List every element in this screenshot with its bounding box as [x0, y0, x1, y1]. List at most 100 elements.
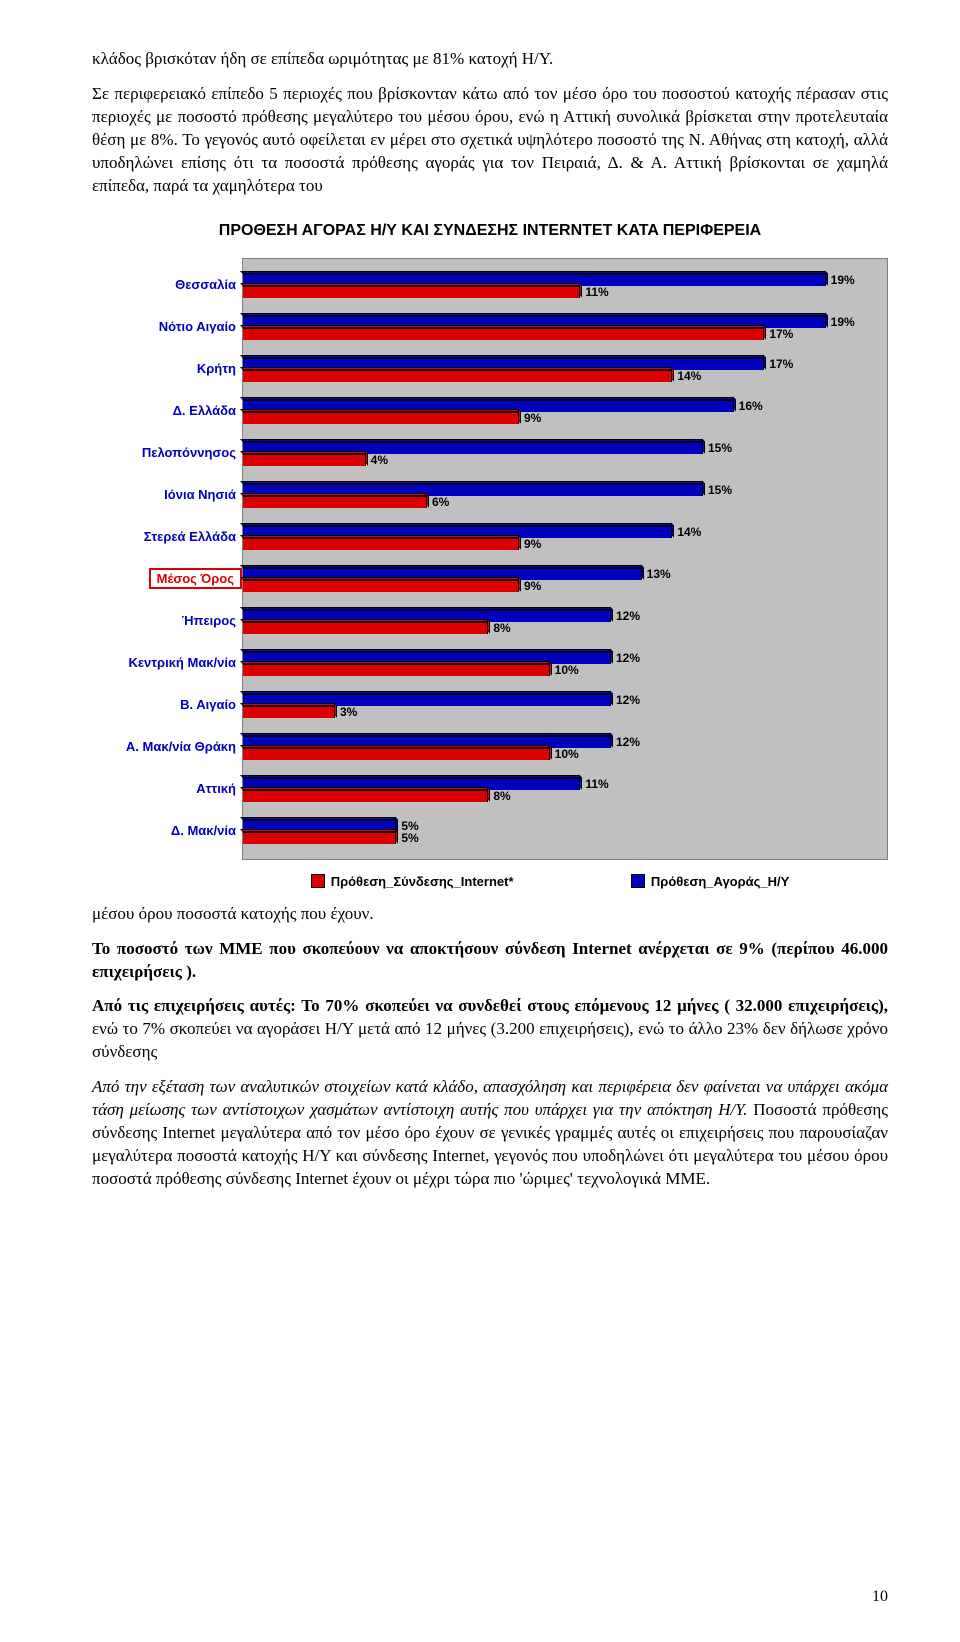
chart-plot-area: 19%11%19%17%17%14%16%9%15%4%15%6%14%9%13… [242, 258, 888, 860]
chart-value-internet: 11% [585, 285, 608, 299]
chart-category: Κρήτη [92, 348, 242, 390]
chart-value-internet: 10% [555, 747, 579, 761]
chart-category: Ιόνια Νησιά [92, 474, 242, 516]
chart-category: Δ. Ελλάδα [92, 390, 242, 432]
chart-bar-group: 15% 4% [243, 433, 887, 475]
chart-value-internet: 8% [493, 621, 510, 635]
chart-category-label: Δ. Ελλάδα [173, 404, 242, 417]
chart: ΠΡΟΘΕΣΗ ΑΓΟΡΑΣ Η/Υ ΚΑΙ ΣΥΝΔΕΣΗΣ INTERNTE… [92, 222, 888, 895]
chart-category-label: Θεσσαλία [175, 278, 242, 291]
chart-bar-internet: 9% [243, 580, 519, 592]
chart-category: Κεντρική Μακ/νία [92, 642, 242, 684]
chart-bar-group: 12% 3% [243, 685, 887, 727]
legend-item-internet: Πρόθεση_Σύνδεσης_Internet* [311, 874, 514, 889]
chart-value-buy: 11% [585, 777, 608, 791]
chart-category: Νότιο Αιγαίο [92, 306, 242, 348]
paragraph-6: Από την εξέταση των αναλυτικών στοιχείων… [92, 1076, 888, 1191]
chart-bar-group: 14% 9% [243, 517, 887, 559]
chart-bar-group: 19% 17% [243, 307, 887, 349]
chart-bar-group: 12% 8% [243, 601, 887, 643]
chart-value-buy: 15% [708, 483, 732, 497]
chart-bars-layer: 19%11%19%17%17%14%16%9%15%4%15%6%14%9%13… [243, 259, 887, 859]
paragraph-4: Το ποσοστό των ΜΜΕ που σκοπεύουν να αποκ… [92, 938, 888, 984]
legend-swatch-internet [311, 874, 325, 888]
paragraph-3: μέσου όρου ποσοστά κατοχής που έχουν. [92, 903, 888, 926]
paragraph-2: Σε περιφερειακό επίπεδο 5 περιοχές που β… [92, 83, 888, 198]
chart-value-internet: 10% [555, 663, 579, 677]
chart-category-label: Κεντρική Μακ/νία [128, 656, 242, 669]
chart-bar-group: 5% 5% [243, 811, 887, 853]
chart-value-buy: 17% [769, 357, 793, 371]
chart-bar-group: 12% 10% [243, 643, 887, 685]
chart-bar-internet: 6% [243, 496, 427, 508]
chart-bar-internet: 5% [243, 832, 396, 844]
chart-value-buy: 12% [616, 693, 640, 707]
chart-value-buy: 12% [616, 735, 640, 749]
chart-category-label: Δ. Μακ/νία [171, 824, 242, 837]
chart-value-internet: 14% [677, 369, 701, 383]
chart-bar-internet: 11% [243, 286, 580, 298]
chart-value-buy: 19% [831, 315, 855, 329]
chart-value-internet: 3% [340, 705, 357, 719]
chart-value-buy: 12% [616, 651, 640, 665]
chart-bar-internet: 10% [243, 664, 550, 676]
chart-category: Δ. Μακ/νία [92, 810, 242, 852]
chart-category: Β. Αιγαίο [92, 684, 242, 726]
chart-category-label: Α. Μακ/νία Θράκη [126, 740, 242, 753]
chart-category-label: Νότιο Αιγαίο [159, 320, 242, 333]
chart-value-buy: 19% [831, 273, 855, 287]
chart-legend: Πρόθεση_Σύνδεσης_Internet* Πρόθεση_Αγορά… [92, 860, 888, 895]
chart-category-label: Ιόνια Νησιά [164, 488, 242, 501]
paragraph-5: Από τις επιχειρήσεις αυτές: Το 70% σκοπε… [92, 995, 888, 1064]
chart-bar-internet: 3% [243, 706, 335, 718]
chart-value-buy: 15% [708, 441, 732, 455]
chart-category-label: Πελοπόννησος [142, 446, 242, 459]
p5-bold-lead: Από τις επιχειρήσεις αυτές: Το 70% σκοπε… [92, 996, 718, 1015]
chart-category: Θεσσαλία [92, 264, 242, 306]
chart-value-internet: 9% [524, 411, 541, 425]
chart-bar-internet: 8% [243, 790, 488, 802]
chart-bar-group: 11% 8% [243, 769, 887, 811]
chart-category: Ήπειρος [92, 600, 242, 642]
chart-value-internet: 9% [524, 537, 541, 551]
paragraph-1: κλάδος βρισκόταν ήδη σε επίπεδα ωριμότητ… [92, 48, 888, 71]
chart-value-internet: 5% [401, 831, 418, 845]
chart-category-label: Στερεά Ελλάδα [144, 530, 242, 543]
chart-category-label: Κρήτη [197, 362, 242, 375]
chart-bar-group: 16% 9% [243, 391, 887, 433]
chart-category: Μέσος Όρος [92, 558, 242, 600]
chart-category-label: Ήπειρος [182, 614, 242, 627]
legend-item-buy: Πρόθεση_Αγοράς_Η/Υ [631, 874, 789, 889]
legend-label-buy: Πρόθεση_Αγοράς_Η/Υ [651, 874, 789, 889]
page-number: 10 [872, 1588, 888, 1606]
chart-value-buy: 16% [739, 399, 763, 413]
chart-category: Α. Μακ/νία Θράκη [92, 726, 242, 768]
chart-value-buy: 12% [616, 609, 640, 623]
p5-bold-tail: ( 32.000 επιχειρήσεις), [718, 996, 888, 1015]
chart-bar-internet: 10% [243, 748, 550, 760]
chart-bar-internet: 4% [243, 454, 366, 466]
chart-bar-internet: 14% [243, 370, 672, 382]
legend-label-internet: Πρόθεση_Σύνδεσης_Internet* [331, 874, 514, 889]
chart-value-internet: 8% [493, 789, 510, 803]
chart-bar-internet: 17% [243, 328, 764, 340]
p5-rest: ενώ το 7% σκοπεύει να αγοράσει Η/Υ μετά … [92, 1019, 888, 1061]
chart-bar-group: 15% 6% [243, 475, 887, 517]
chart-category: Πελοπόννησος [92, 432, 242, 474]
chart-bar-group: 13%9% [243, 559, 887, 601]
chart-bar-internet: 9% [243, 538, 519, 550]
chart-category-label: Β. Αιγαίο [180, 698, 242, 711]
chart-value-internet: 17% [769, 327, 793, 341]
chart-bar-internet: 8% [243, 622, 488, 634]
chart-value-internet: 6% [432, 495, 449, 509]
chart-category-label: Αττική [196, 782, 242, 795]
chart-value-internet: 4% [371, 453, 388, 467]
chart-value-buy: 14% [677, 525, 701, 539]
chart-category-column: Θεσσαλία Νότιο Αιγαίο Κρήτη Δ. Ελλάδα Πελοπό… [92, 258, 242, 858]
chart-category: Αττική [92, 768, 242, 810]
chart-bar-group: 12% 10% [243, 727, 887, 769]
chart-body: Θεσσαλία Νότιο Αιγαίο Κρήτη Δ. Ελλάδα Πελοπό… [92, 258, 888, 860]
chart-bar-group: 19% 11% [243, 265, 887, 307]
chart-title: ΠΡΟΘΕΣΗ ΑΓΟΡΑΣ Η/Υ ΚΑΙ ΣΥΝΔΕΣΗΣ INTERNTE… [92, 222, 888, 240]
legend-swatch-buy [631, 874, 645, 888]
